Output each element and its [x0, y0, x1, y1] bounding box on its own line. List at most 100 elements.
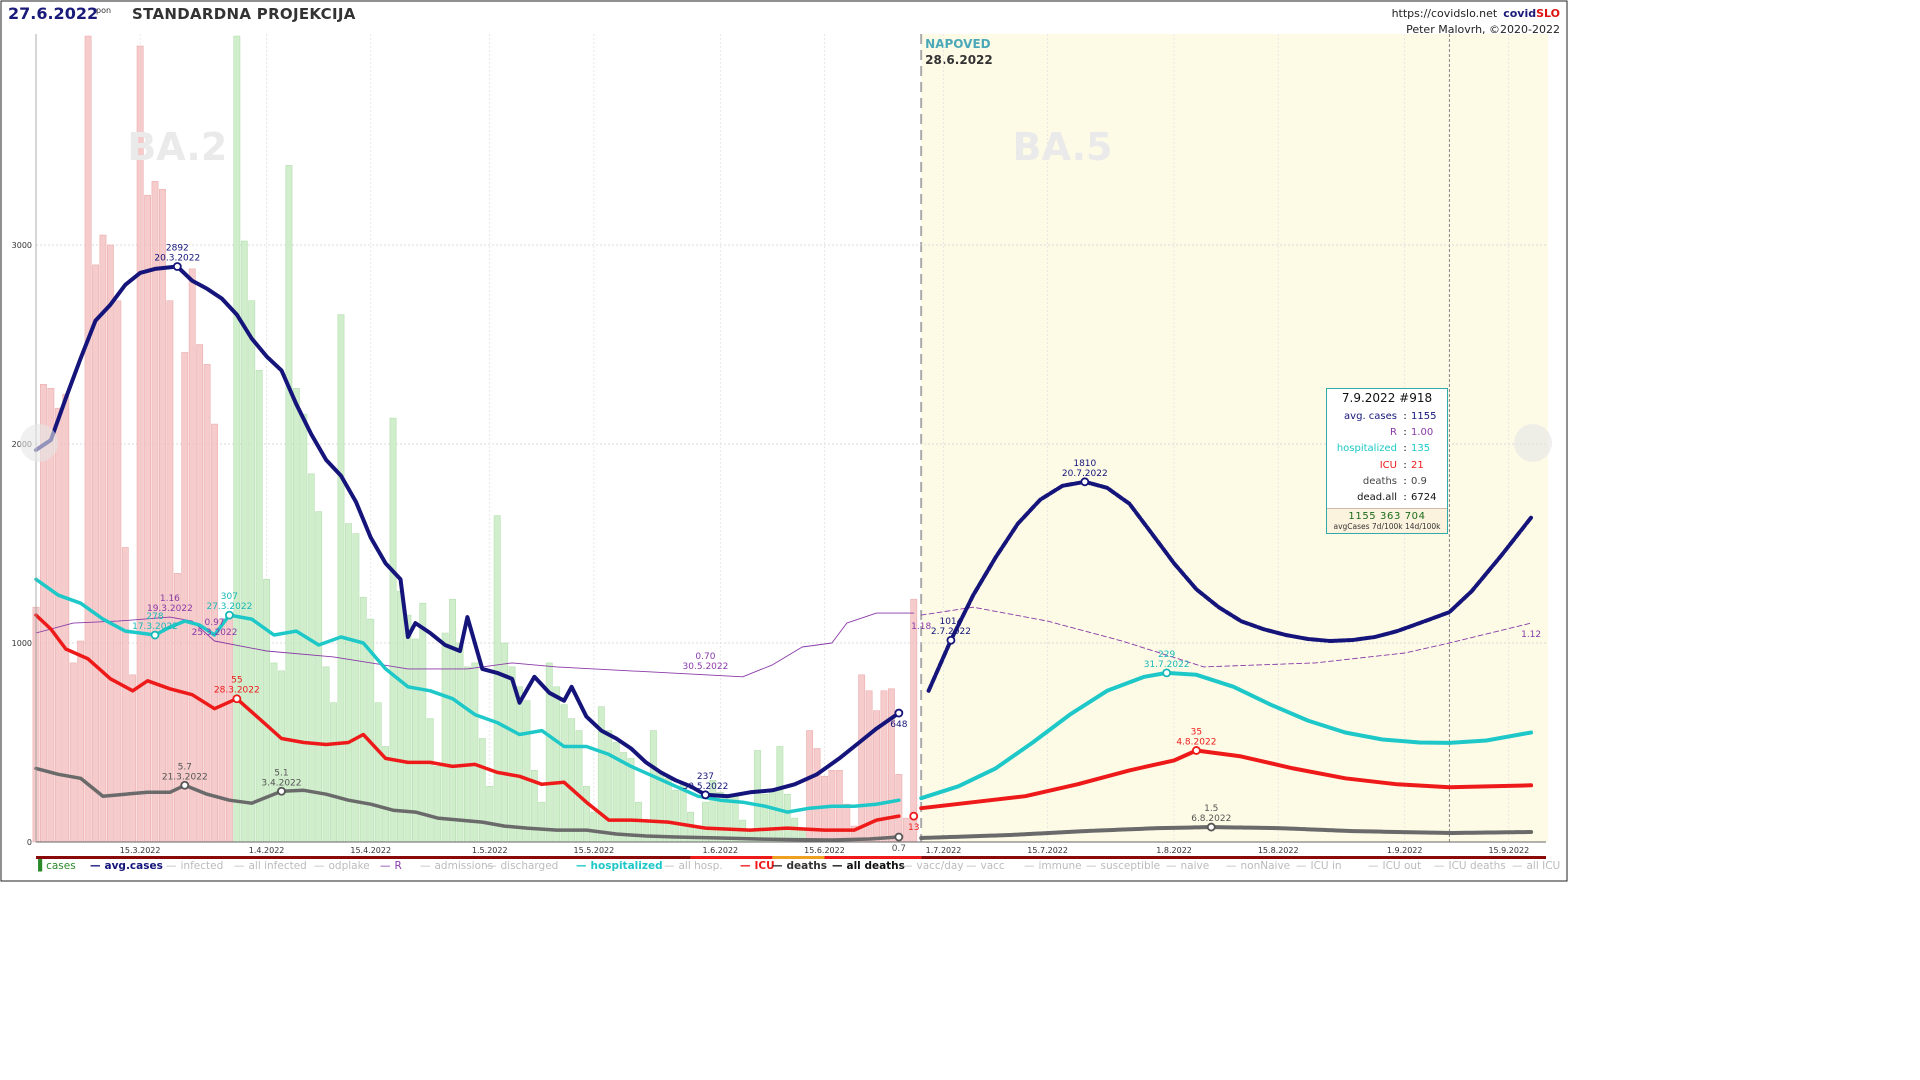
legend-label: all deaths	[846, 860, 905, 872]
legend-swatch: —	[1434, 860, 1445, 872]
legend-item[interactable]: — naive	[1166, 860, 1209, 872]
cases-bar	[292, 387, 300, 843]
cases-bar	[344, 523, 352, 843]
legend-item[interactable]: — vacc/day	[902, 860, 964, 872]
tooltip-row: deaths:0.9	[1327, 473, 1447, 489]
outer-border	[0, 0, 1568, 882]
legend-item[interactable]: — R	[380, 860, 402, 872]
annotation-value: 648	[890, 720, 907, 730]
legend-swatch: —	[832, 860, 843, 872]
legend-label: susceptible	[1100, 860, 1161, 872]
legend-item[interactable]: — all infected	[234, 860, 307, 872]
variant-label: BA.2	[127, 125, 227, 169]
cases-bar	[657, 772, 665, 843]
annotation-value: 1.16	[160, 594, 180, 604]
cases-bar	[389, 417, 397, 843]
legend-item[interactable]: — vacc	[966, 860, 1005, 872]
legend-swatch: —	[486, 860, 497, 872]
legend-swatch: —	[576, 860, 587, 872]
annotation-value: 229	[1158, 650, 1175, 660]
cases-bar	[768, 789, 776, 843]
annotation-marker	[224, 610, 234, 620]
legend-swatch: —	[420, 860, 431, 872]
cases-bar	[649, 730, 657, 843]
annotation-value: 307	[221, 592, 238, 602]
x-tick-label: 15.4.2022	[350, 846, 391, 855]
cases-bar	[84, 35, 92, 843]
legend-swatch: —	[1086, 860, 1097, 872]
legend-item[interactable]: — ICU in	[1296, 860, 1342, 872]
cases-bar	[270, 662, 278, 843]
cases-bar	[382, 746, 390, 843]
series-line-avg-cases	[34, 264, 901, 799]
legend-item[interactable]: — susceptible	[1086, 860, 1160, 872]
legend-item[interactable]: — all deaths	[832, 860, 905, 872]
cases-bar	[560, 704, 568, 843]
annotation-value: 35	[1191, 727, 1202, 737]
cases-bar	[218, 618, 226, 843]
tooltip-footer-values: 1155 363 704	[1348, 510, 1426, 522]
tooltip-value: 1155	[1411, 410, 1437, 422]
annotation-date: 2.7.2022	[931, 627, 971, 637]
legend-item[interactable]: — hospitalized	[576, 860, 663, 872]
legend-item[interactable]: — ICU deaths	[1434, 860, 1506, 872]
cases-bar	[627, 758, 635, 843]
y-tick-label: 0	[27, 838, 32, 847]
legend-item[interactable]: — admissions	[420, 860, 493, 872]
legend-item[interactable]: — immune	[1024, 860, 1082, 872]
nav-next-button[interactable]	[1514, 424, 1552, 462]
tooltip-key: dead.all	[1357, 492, 1397, 504]
legend-item[interactable]: — all hosp.	[664, 860, 723, 872]
legend-item[interactable]: — odplake	[314, 860, 370, 872]
nav-prev-button[interactable]	[20, 424, 58, 462]
legend-item[interactable]: — avg.cases	[90, 860, 163, 872]
legend-item[interactable]: — nonNaive	[1226, 860, 1290, 872]
timeline-strip	[921, 856, 1546, 859]
legend-swatch: —	[1512, 860, 1523, 872]
cases-bar	[568, 718, 575, 843]
site-url[interactable]: https://covidslo.net	[1391, 7, 1498, 20]
x-tick-label: 1.7.2022	[926, 846, 962, 855]
report-date: 27.6.2022	[8, 4, 99, 23]
cases-bar	[449, 598, 456, 843]
annotation-date: 3.4.2022	[261, 778, 301, 788]
legend-label: avg.cases	[104, 860, 163, 872]
legend-label: immune	[1038, 860, 1082, 872]
tooltip-key: avg. cases	[1344, 410, 1397, 422]
legend-item[interactable]: — all ICU	[1512, 860, 1560, 872]
legend-label: hospitalized	[590, 860, 663, 872]
legend-label: admissions	[434, 860, 494, 872]
tooltip-colon: :	[1403, 492, 1407, 504]
legend-item[interactable]: — deaths	[772, 860, 827, 872]
legend-label: vacc/day	[916, 860, 964, 872]
timeline-strip	[772, 856, 825, 859]
series-line-icu	[34, 613, 901, 832]
cases-bar	[121, 547, 129, 843]
cases-bar	[761, 793, 769, 843]
legend-swatch: —	[166, 860, 177, 872]
annotation-marker	[180, 780, 190, 790]
legend-item[interactable]: — ICU	[740, 860, 775, 872]
tooltip-colon: :	[1403, 443, 1407, 455]
y-tick-label: 1000	[12, 639, 32, 648]
annotation-date: 21.3.2022	[162, 772, 208, 782]
cases-bar	[307, 473, 315, 843]
legend-swatch: —	[1296, 860, 1307, 872]
tooltip-value: 21	[1411, 459, 1424, 471]
legend-swatch: —	[902, 860, 913, 872]
legend-swatch: —	[1024, 860, 1035, 872]
x-tick-label: 15.8.2022	[1258, 846, 1299, 855]
tooltip-rows: avg. cases:1155 R:1.00 hospitalized:135 ICU…	[1327, 408, 1447, 506]
legend-item[interactable]: — infected	[166, 860, 223, 872]
legend-item[interactable]: — discharged	[486, 860, 558, 872]
legend-item[interactable]: ▐ cases	[34, 860, 76, 872]
legend-item[interactable]: — ICU out	[1368, 860, 1421, 872]
tooltip-value: 135	[1411, 443, 1431, 455]
annotation-marker	[1162, 668, 1172, 678]
timeline-strip	[824, 856, 922, 859]
annotation-date: 4.8.2022	[1176, 737, 1216, 747]
tooltip-row: dead.all:6724	[1327, 489, 1447, 505]
x-tick-label: 15.6.2022	[804, 846, 845, 855]
annotation-value: 1.5	[1204, 804, 1218, 814]
legend-swatch: —	[314, 860, 325, 872]
